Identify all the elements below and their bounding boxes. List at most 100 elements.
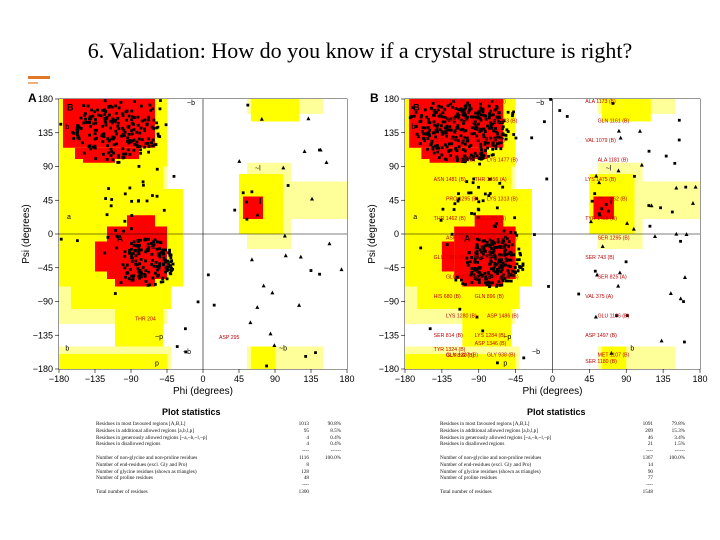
residue-point	[130, 129, 133, 133]
residue-point	[129, 242, 133, 245]
residue-point	[492, 266, 496, 270]
residue-point	[496, 132, 499, 135]
residue-point	[440, 115, 444, 119]
residue-point	[111, 119, 115, 122]
residue-point	[154, 260, 158, 264]
region-label: A	[464, 234, 471, 244]
residue-point	[159, 241, 163, 245]
residue-point	[462, 122, 465, 125]
residue-point	[493, 136, 497, 140]
residue-point	[473, 151, 477, 155]
residue-point	[141, 266, 145, 269]
residue-point	[459, 107, 463, 111]
residue-point	[105, 213, 109, 217]
residue-point	[496, 361, 499, 365]
glycine-triangle	[261, 283, 266, 288]
residue-point	[123, 130, 127, 134]
residue-point	[503, 235, 507, 239]
residue-point	[479, 142, 482, 146]
residue-point	[429, 142, 433, 146]
residue-point	[487, 126, 491, 130]
residue-point	[117, 127, 121, 131]
residue-label: ASP 1302 (B)	[487, 275, 519, 281]
residue-point	[473, 257, 477, 261]
residue-point	[152, 143, 156, 147]
residue-point	[139, 238, 143, 242]
stats-row: Number of end-residues (excl. Gly and Pr…	[440, 462, 685, 469]
y-tick-label: 0	[394, 229, 399, 239]
stats-row-count: 8	[306, 461, 309, 468]
stats-row: Number of proline residues 48	[96, 475, 341, 482]
residue-point	[497, 120, 501, 124]
residue-point	[565, 115, 569, 118]
residue-point	[473, 127, 477, 130]
x-tick-label: −135	[432, 374, 452, 384]
residue-point	[463, 136, 466, 140]
residue-point	[432, 151, 436, 155]
residue-point	[542, 120, 546, 124]
stats-row: Residues in disallowed regions 21 1.5%	[440, 441, 685, 448]
residue-point	[490, 247, 493, 250]
residue-point	[265, 364, 268, 368]
residue-point	[470, 126, 474, 130]
residue-point	[123, 250, 127, 254]
residue-point	[477, 271, 481, 274]
residue-point	[465, 256, 469, 260]
residue-point	[441, 207, 445, 211]
stats-row-count: 77	[647, 475, 653, 482]
residue-point	[116, 154, 120, 157]
residue-point	[473, 212, 476, 216]
residue-point	[423, 108, 427, 112]
residue-point	[490, 113, 494, 117]
residue-point	[82, 104, 86, 108]
residue-point	[464, 283, 467, 286]
residue-point	[89, 147, 93, 151]
residue-point	[451, 136, 454, 140]
residue-point	[155, 121, 158, 125]
residue-point	[131, 252, 135, 255]
residue-point	[130, 256, 133, 260]
residue-point	[437, 156, 441, 160]
residue-point	[425, 131, 429, 135]
residue-point	[110, 121, 114, 125]
residue-point	[513, 216, 517, 220]
residue-point	[88, 115, 92, 119]
residue-label: ASP 295	[219, 335, 239, 341]
residue-point	[495, 142, 499, 146]
residue-point	[447, 149, 451, 153]
stats-row-percent	[309, 462, 341, 469]
residue-point	[491, 281, 494, 285]
residue-point	[508, 250, 512, 254]
residue-point	[440, 105, 444, 109]
residue-point	[132, 138, 136, 142]
residue-point	[487, 272, 491, 276]
residue-point	[72, 137, 76, 140]
residue-point	[447, 118, 451, 122]
residue-point	[492, 121, 496, 125]
residue-point	[456, 124, 460, 127]
residue-point	[246, 103, 250, 107]
residue-point	[500, 268, 504, 272]
x-tick-label: 90	[621, 374, 631, 384]
x-tick-label: −180	[49, 374, 69, 384]
residue-point	[508, 252, 512, 256]
region-label: ~l	[255, 165, 261, 172]
stats-row-percent: 100.0%	[325, 454, 341, 461]
glycine-triangle	[618, 135, 623, 140]
residue-point	[412, 114, 416, 118]
residue-point	[489, 274, 493, 278]
residue-point	[169, 272, 173, 276]
residue-point	[495, 104, 498, 108]
residue-point	[512, 110, 515, 114]
residue-point	[507, 264, 510, 268]
residue-point	[134, 262, 138, 266]
residue-point	[135, 263, 139, 267]
residue-point	[88, 121, 91, 124]
residue-point	[476, 139, 480, 143]
stats-row-count: 14	[647, 461, 653, 468]
residue-point	[481, 252, 485, 256]
residue-point	[134, 254, 138, 258]
residue-point	[438, 128, 442, 131]
residue-point	[114, 104, 118, 108]
residue-point	[137, 164, 141, 168]
